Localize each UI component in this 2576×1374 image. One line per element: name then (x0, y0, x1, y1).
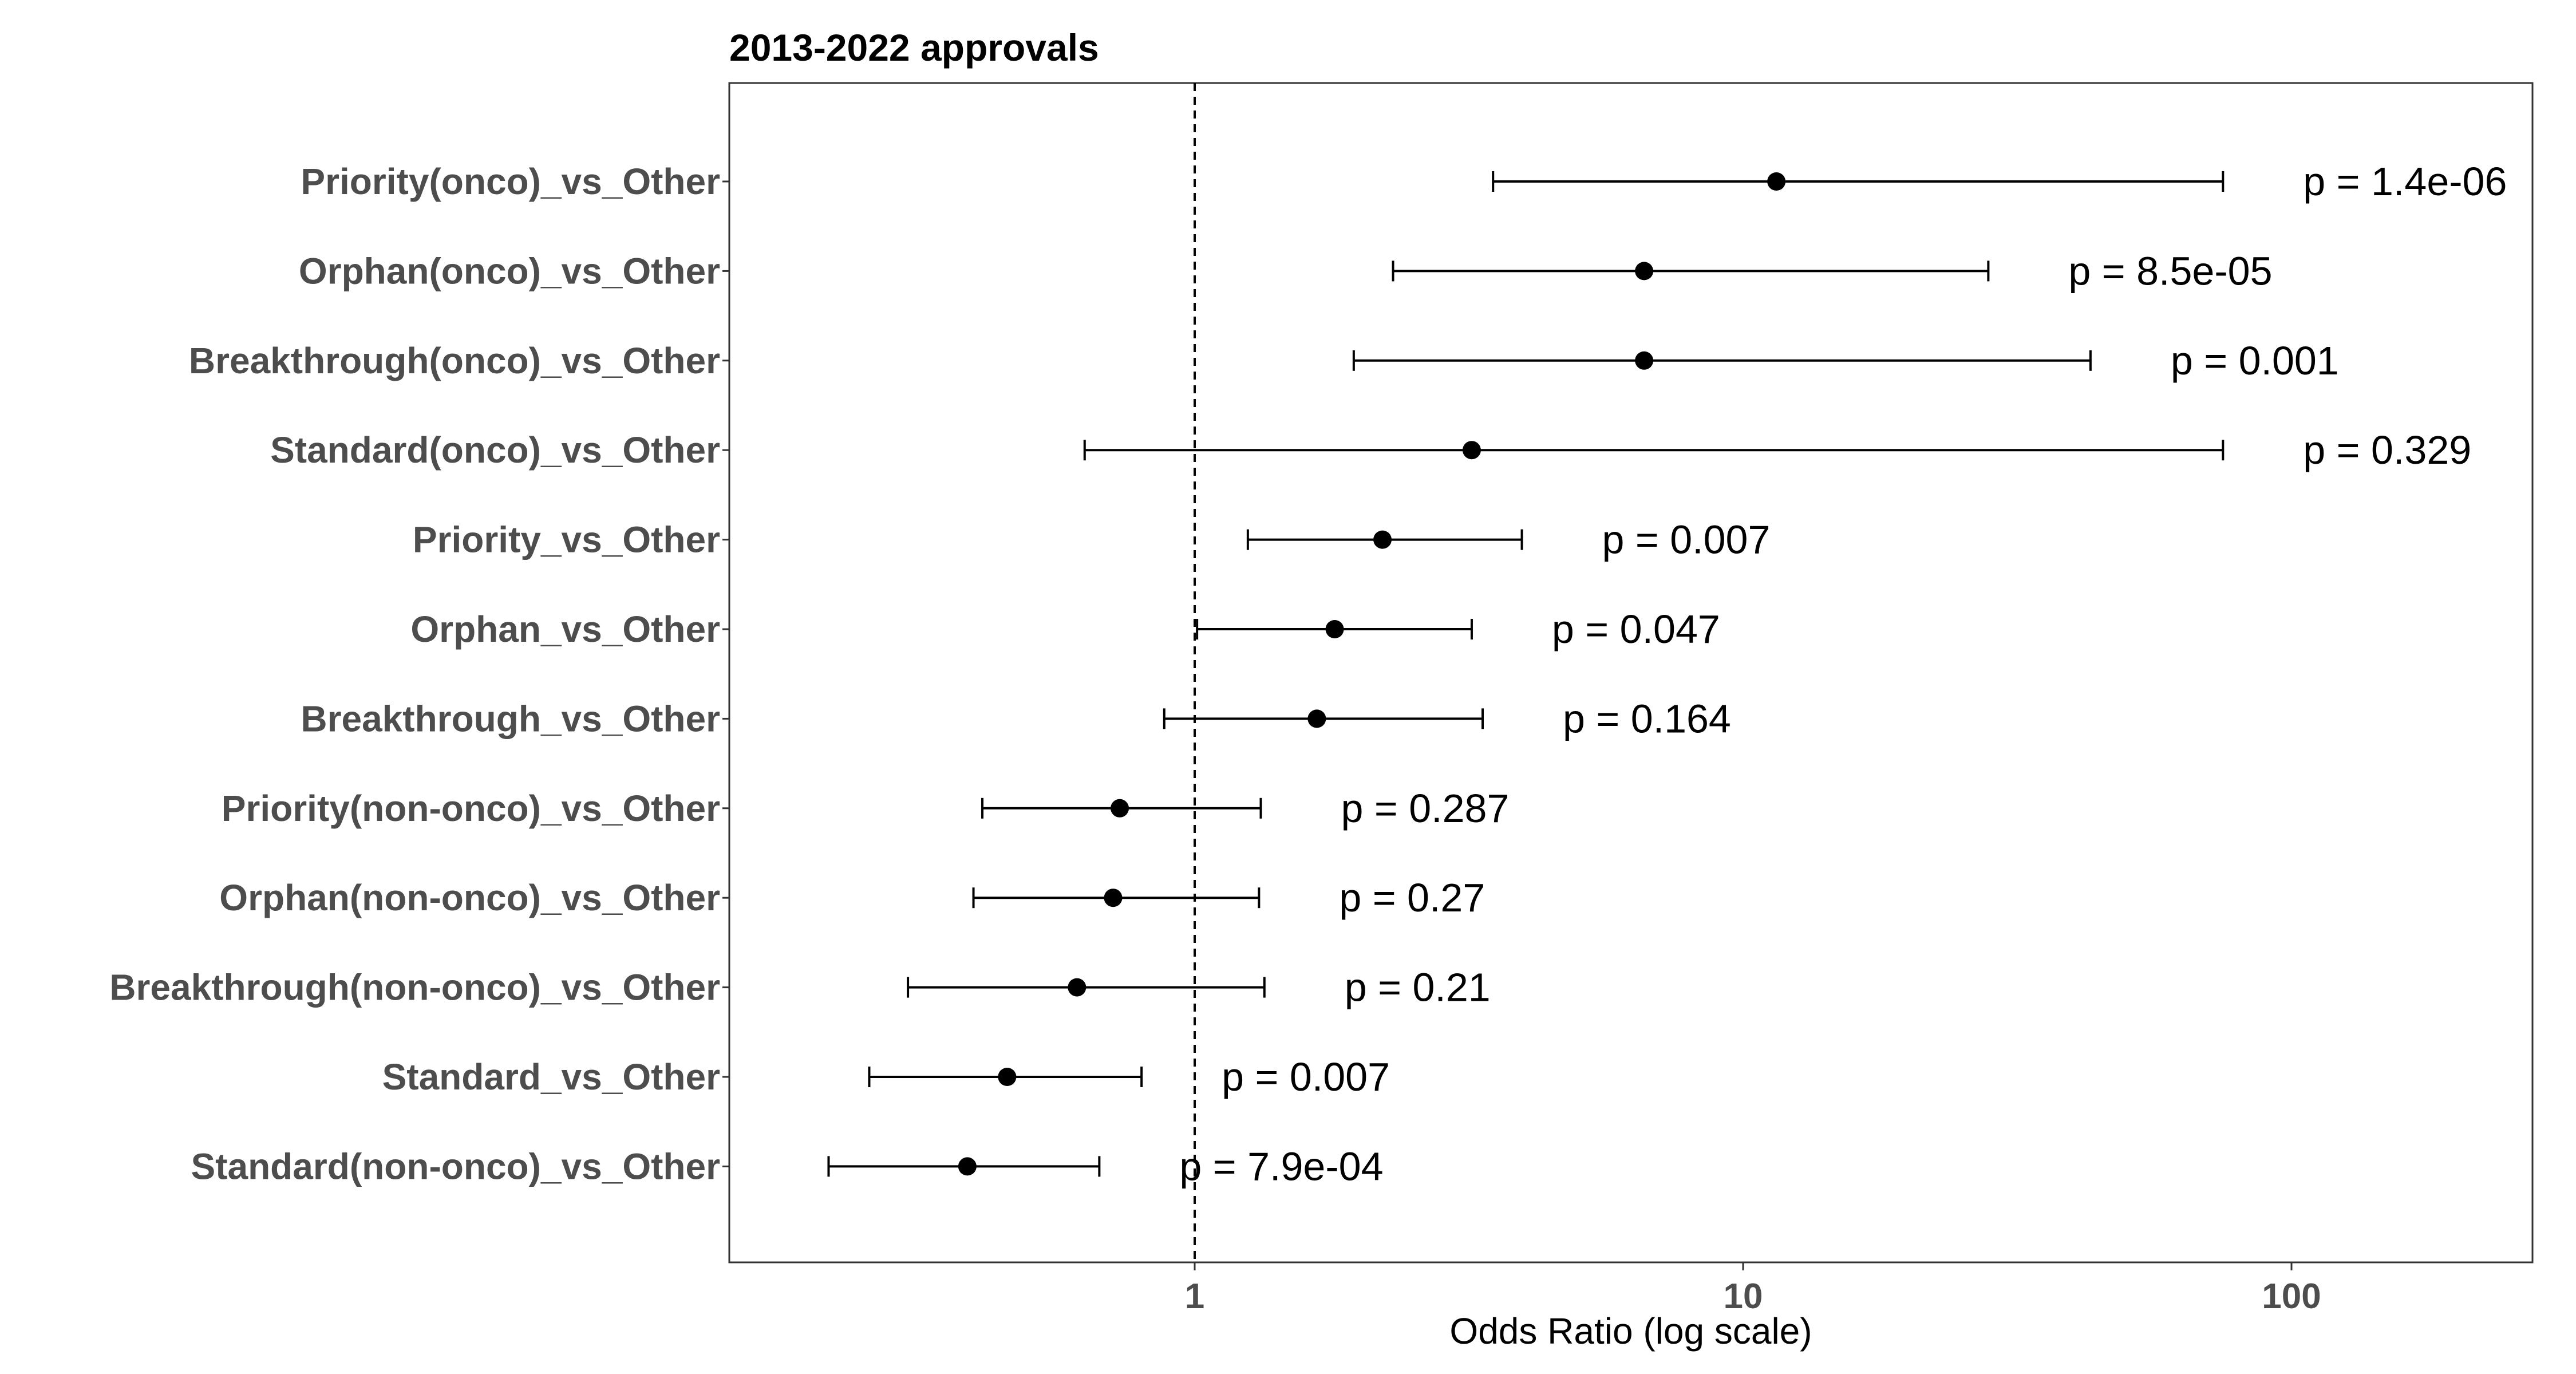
forest-row: Standard(onco)_vs_Other p = 0.329 (270, 428, 2471, 472)
row-label: Breakthrough(non-onco)_vs_Other (109, 967, 720, 1008)
odds-ratio-point (1767, 172, 1786, 191)
x-tick-label: 100 (2262, 1277, 2321, 1316)
x-axis: 1 10 100 (1185, 1262, 2321, 1316)
forest-row: Orphan(onco)_vs_Other p = 8.5e-05 (299, 248, 2273, 293)
forest-row: Priority(onco)_vs_Other p = 1.4e-06 (301, 159, 2507, 204)
rows-group: Priority(onco)_vs_Other p = 1.4e-06 Orphan… (109, 159, 2507, 1189)
forest-row: Breakthrough(onco)_vs_Other p = 0.001 (189, 338, 2339, 383)
forest-row: Breakthrough(non-onco)_vs_Other p = 0.21 (109, 965, 1490, 1010)
odds-ratio-point (1635, 351, 1654, 370)
p-value-label: p = 1.4e-06 (2303, 159, 2507, 204)
forest-row: Orphan_vs_Other p = 0.047 (410, 607, 1720, 652)
p-value-label: p = 0.164 (1563, 696, 1731, 741)
odds-ratio-point (1462, 441, 1481, 460)
x-tick-label: 10 (1724, 1277, 1763, 1316)
row-label: Orphan(non-onco)_vs_Other (219, 877, 720, 918)
x-tick-label: 1 (1185, 1277, 1204, 1316)
odds-ratio-point (1111, 799, 1129, 818)
p-value-label: p = 0.27 (1339, 875, 1485, 920)
forest-row: Priority_vs_Other p = 0.007 (413, 518, 1771, 562)
odds-ratio-point (1307, 709, 1326, 728)
odds-ratio-point (1635, 262, 1654, 281)
p-value-label: p = 0.047 (1552, 607, 1720, 652)
p-value-label: p = 7.9e-04 (1179, 1144, 1383, 1189)
p-value-label: p = 0.21 (1345, 965, 1491, 1010)
row-label: Priority_vs_Other (413, 519, 720, 560)
forest-row: Standard_vs_Other p = 0.007 (382, 1055, 1390, 1099)
row-label: Standard_vs_Other (382, 1056, 720, 1097)
row-label: Priority(onco)_vs_Other (301, 161, 720, 202)
forest-row: Standard(non-onco)_vs_Other p = 7.9e-04 (191, 1144, 1383, 1189)
odds-ratio-point (1373, 530, 1392, 549)
row-label: Standard(onco)_vs_Other (270, 429, 720, 471)
chart-title: 2013-2022 approvals (729, 26, 1099, 69)
forest-row: Priority(non-onco)_vs_Other p = 0.287 (222, 786, 1510, 831)
p-value-label: p = 8.5e-05 (2068, 248, 2272, 293)
p-value-label: p = 0.007 (1222, 1055, 1390, 1099)
odds-ratio-point (1325, 620, 1344, 638)
odds-ratio-point (958, 1157, 977, 1176)
forest-row: Orphan(non-onco)_vs_Other p = 0.27 (219, 875, 1485, 920)
p-value-label: p = 0.001 (2171, 338, 2339, 383)
row-label: Standard(non-onco)_vs_Other (191, 1146, 720, 1187)
p-value-label: p = 0.329 (2303, 428, 2471, 472)
plot-panel-border (728, 82, 2534, 1264)
row-label: Orphan(onco)_vs_Other (299, 250, 720, 291)
x-axis-title: Odds Ratio (log scale) (1449, 1310, 1812, 1352)
row-label: Orphan_vs_Other (410, 609, 720, 650)
odds-ratio-point (998, 1068, 1017, 1086)
forest-row: Breakthrough_vs_Other p = 0.164 (301, 696, 1731, 741)
p-value-label: p = 0.287 (1341, 786, 1510, 831)
row-label: Priority(non-onco)_vs_Other (222, 788, 720, 829)
row-label: Breakthrough_vs_Other (301, 698, 720, 739)
p-value-label: p = 0.007 (1602, 518, 1771, 562)
odds-ratio-point (1104, 889, 1123, 907)
odds-ratio-point (1068, 978, 1086, 997)
row-label: Breakthrough(onco)_vs_Other (189, 340, 720, 381)
